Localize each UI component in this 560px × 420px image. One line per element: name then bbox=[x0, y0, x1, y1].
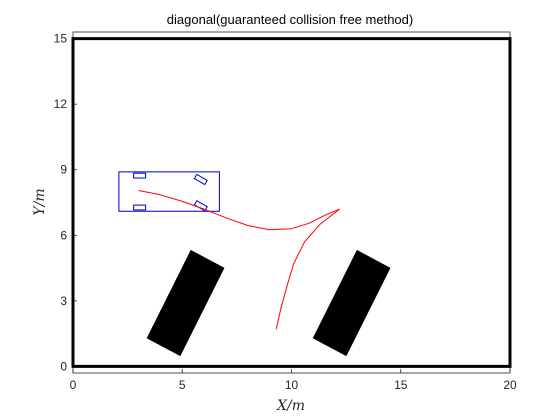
plot-marks bbox=[71, 37, 512, 368]
vehicle-wheel bbox=[133, 172, 147, 179]
trajectory-path bbox=[138, 190, 340, 231]
x-axis-ticks: 0 5 10 15 20 bbox=[70, 369, 517, 392]
x-tick-label: 15 bbox=[394, 378, 408, 392]
obstacle-vehicle bbox=[146, 249, 225, 357]
trajectory-path-branch bbox=[275, 208, 340, 330]
x-axis-label: X/m bbox=[276, 398, 305, 414]
y-tick-label: 9 bbox=[60, 163, 67, 177]
obstacle-vehicle bbox=[312, 249, 391, 357]
y-tick-label: 15 bbox=[54, 32, 68, 46]
chart-title: diagonal(guaranteed collision free metho… bbox=[167, 12, 413, 27]
y-tick-label: 3 bbox=[60, 294, 67, 308]
vehicle-wheel bbox=[193, 173, 208, 186]
y-tick-label: 12 bbox=[54, 97, 68, 111]
x-tick-label: 0 bbox=[70, 378, 77, 392]
plot-area-border bbox=[72, 31, 511, 374]
ego-vehicle-outline bbox=[118, 171, 220, 212]
vehicle-wheel bbox=[133, 204, 147, 211]
y-tick-label: 0 bbox=[60, 359, 67, 373]
x-tick-label: 20 bbox=[503, 378, 517, 392]
y-axis-label: Y/m bbox=[32, 188, 48, 215]
y-tick-label: 6 bbox=[60, 228, 67, 242]
parking-boundary bbox=[71, 37, 512, 368]
x-tick-label: 5 bbox=[179, 378, 186, 392]
x-tick-label: 10 bbox=[285, 378, 299, 392]
